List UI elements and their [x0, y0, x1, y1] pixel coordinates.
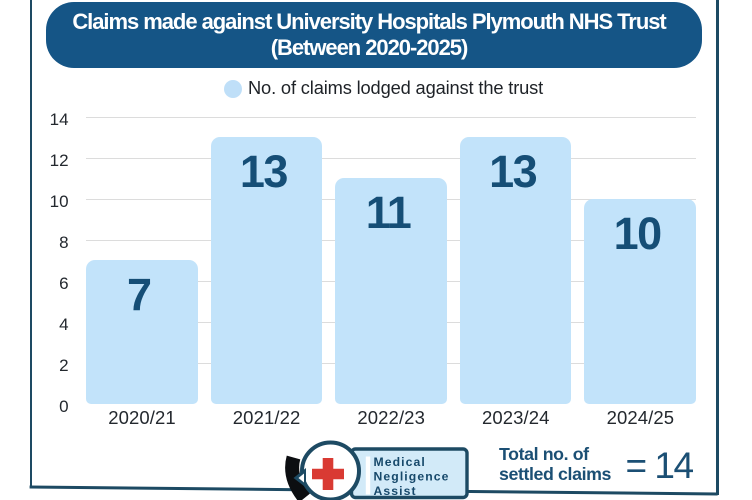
svg-text:Assist: Assist: [374, 484, 417, 498]
svg-text:Medical: Medical: [374, 455, 426, 469]
svg-text:Negligence: Negligence: [374, 469, 450, 483]
